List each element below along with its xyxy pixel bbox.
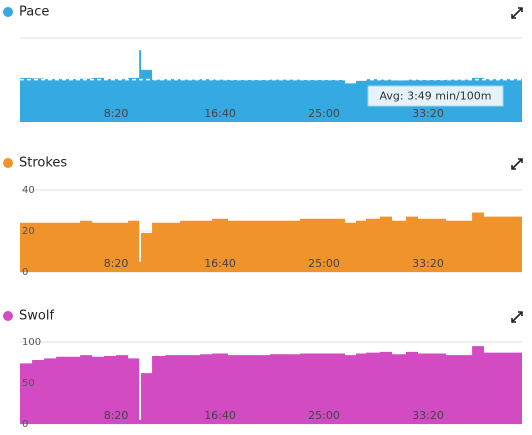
x-tick-label: 25:00 xyxy=(308,409,340,422)
expand-icon[interactable] xyxy=(511,158,523,170)
chart-title: Swolf xyxy=(19,309,54,324)
area xyxy=(20,212,522,272)
x-tick-label: 8:20 xyxy=(104,257,129,270)
y-tick-label: 0 xyxy=(22,267,28,278)
chart-title: Pace xyxy=(19,5,49,20)
x-tick-label: 16:40 xyxy=(204,257,236,270)
x-tick-label: 33:20 xyxy=(412,107,444,120)
x-tick-label: 33:20 xyxy=(412,409,444,422)
legend-dot xyxy=(3,7,13,17)
y-tick-label: 20 xyxy=(22,226,35,237)
y-tick-label: 50 xyxy=(22,378,35,389)
expand-icon[interactable] xyxy=(511,7,523,19)
legend-dot xyxy=(3,158,13,168)
y-tick-label: 100 xyxy=(22,337,41,348)
x-tick-label: 8:20 xyxy=(104,409,129,422)
x-tick-label: 25:00 xyxy=(308,107,340,120)
annotation: Avg: 3:49 min/100m xyxy=(380,90,492,103)
legend-dot xyxy=(3,311,13,321)
x-tick-label: 33:20 xyxy=(412,257,444,270)
expand-icon[interactable] xyxy=(511,311,523,323)
x-tick-label: 25:00 xyxy=(308,257,340,270)
chart-title: Strokes xyxy=(19,156,67,171)
x-tick-label: 16:40 xyxy=(204,107,236,120)
y-tick-label: 0 xyxy=(22,419,28,430)
area xyxy=(20,346,522,424)
x-tick-label: 8:20 xyxy=(104,107,129,120)
annotation-box xyxy=(367,85,504,107)
y-tick-label: 40 xyxy=(22,185,35,196)
x-tick-label: 16:40 xyxy=(204,409,236,422)
